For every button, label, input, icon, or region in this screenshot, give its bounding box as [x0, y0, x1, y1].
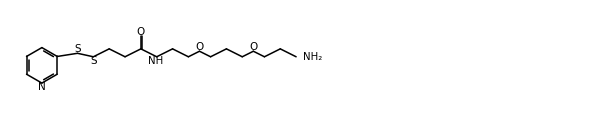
Text: NH: NH: [148, 56, 163, 66]
Text: N: N: [38, 82, 46, 92]
Text: S: S: [90, 56, 97, 66]
Text: O: O: [195, 42, 204, 52]
Text: O: O: [137, 27, 145, 37]
Text: S: S: [74, 44, 81, 54]
Text: O: O: [249, 42, 257, 52]
Text: NH₂: NH₂: [303, 52, 322, 62]
